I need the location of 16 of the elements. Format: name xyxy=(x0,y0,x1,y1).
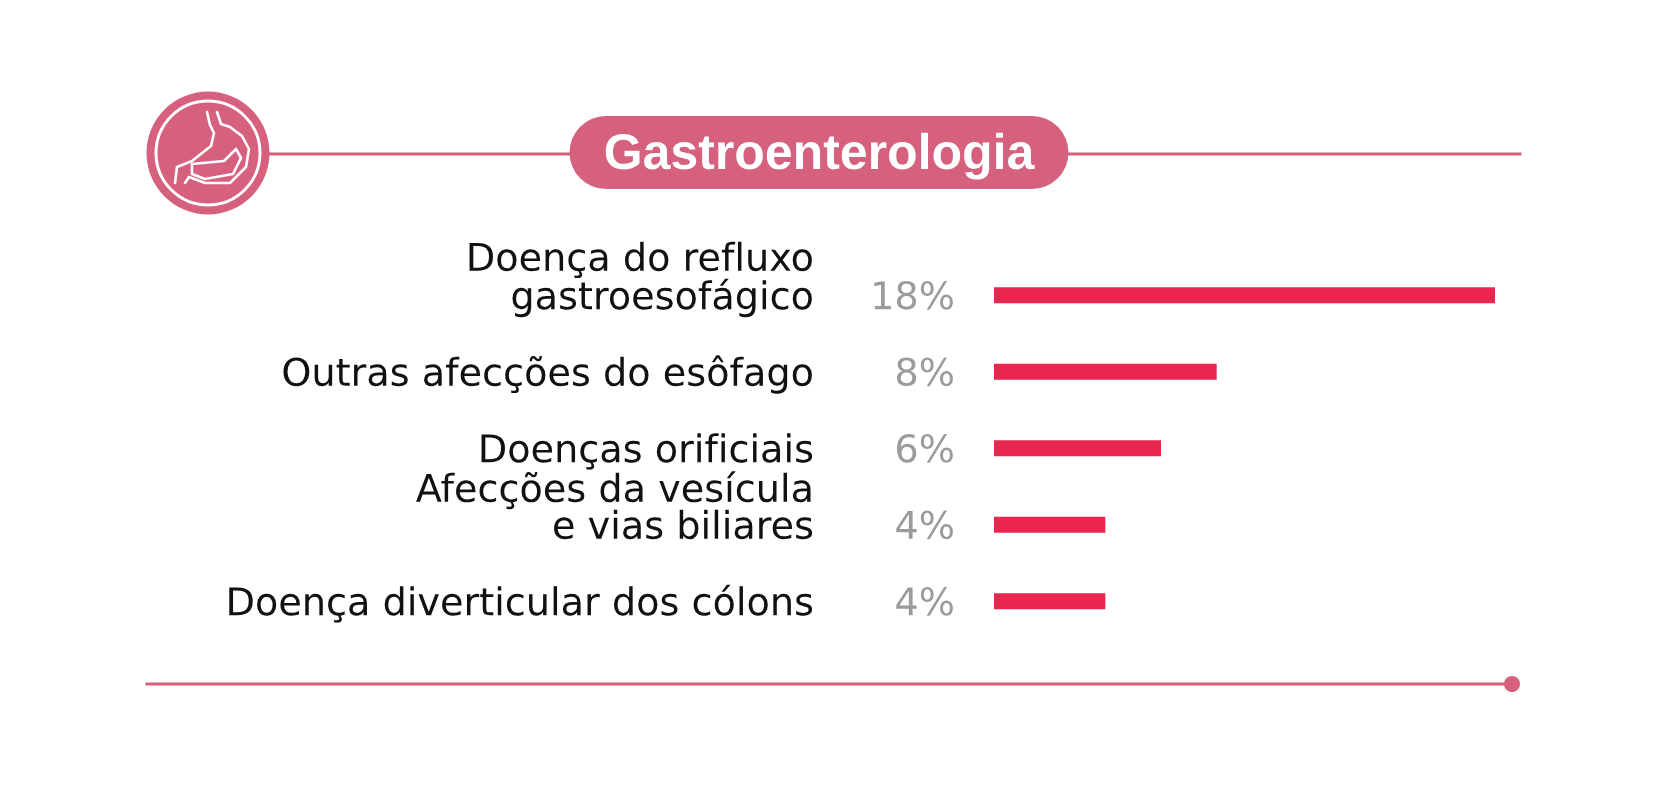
data-label: 4% xyxy=(896,510,953,540)
y-tick-label: Doenças orificiais xyxy=(481,433,813,470)
bar xyxy=(994,593,1106,610)
data-label: 18% xyxy=(874,280,953,310)
bar xyxy=(994,363,1217,380)
y-tick-label: Doença do refluxo gastroesofágico xyxy=(469,241,812,318)
chart-title: Gastroenterologia xyxy=(605,132,1035,180)
bar xyxy=(994,287,1495,304)
bar xyxy=(994,440,1161,457)
data-label: 4% xyxy=(896,586,953,616)
bar xyxy=(994,516,1106,533)
data-label: 6% xyxy=(897,433,953,463)
y-tick-label: Doença diverticular dos cólons xyxy=(229,584,813,623)
y-tick-label: Afecções da vesícula e vias biliares xyxy=(416,471,813,540)
y-tick-label: Outras afecções do esôfago xyxy=(283,355,812,394)
data-label: 8% xyxy=(897,357,953,387)
